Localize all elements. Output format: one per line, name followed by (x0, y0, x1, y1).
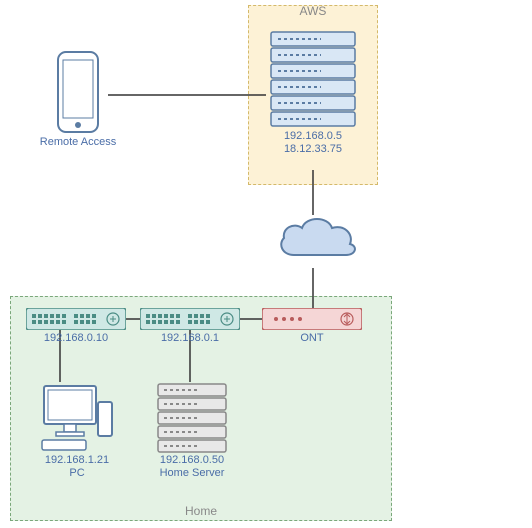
home-server-label: Home Server (152, 467, 232, 479)
router-icon (262, 308, 362, 330)
switch-icon (140, 308, 240, 330)
pc-label: PC (38, 467, 116, 479)
pc-ip: 192.168.1.21 (38, 454, 116, 466)
home-server-ip: 192.168.0.50 (152, 454, 232, 466)
server-stack-icon (266, 30, 360, 140)
home-title: Home (11, 504, 391, 518)
phone-node: Remote Access (48, 50, 108, 145)
aws-server-ip2: 18.12.33.75 (266, 143, 360, 155)
desktop-pc-icon (38, 382, 116, 462)
aws-server-node: 192.168.0.5 18.12.33.75 (266, 30, 360, 140)
ont-label: ONT (262, 332, 362, 344)
switch-icon (26, 308, 126, 330)
pc-node: 192.168.1.21 PC (38, 382, 116, 462)
smartphone-icon (48, 50, 108, 145)
home-server-node: 192.168.0.50 Home Server (152, 382, 232, 462)
ont-node: ONT (262, 308, 362, 330)
switch2-node: 192.168.0.1 (140, 308, 240, 330)
aws-title: AWS (249, 4, 377, 18)
phone-label: Remote Access (34, 136, 122, 148)
switch1-node: 192.168.0.10 (26, 308, 126, 330)
server-stack-icon (152, 382, 232, 462)
aws-server-ip1: 192.168.0.5 (266, 130, 360, 142)
switch1-label: 192.168.0.10 (26, 332, 126, 344)
switch2-label: 192.168.0.1 (140, 332, 240, 344)
cloud-icon (272, 210, 362, 270)
cloud-node (272, 210, 362, 270)
